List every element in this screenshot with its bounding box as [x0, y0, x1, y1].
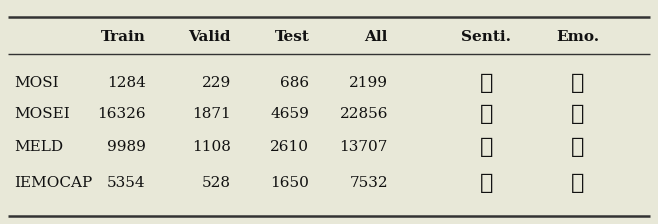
Text: ✓: ✓: [571, 136, 585, 158]
Text: 1108: 1108: [192, 140, 231, 154]
Text: MELD: MELD: [14, 140, 64, 154]
Text: ✓: ✓: [571, 172, 585, 194]
Text: ✗: ✗: [480, 136, 493, 158]
Text: 7532: 7532: [349, 176, 388, 190]
Text: 686: 686: [280, 76, 309, 90]
Text: Test: Test: [274, 30, 309, 44]
Text: 22856: 22856: [340, 107, 388, 121]
Text: 1284: 1284: [107, 76, 145, 90]
Text: ✓: ✓: [480, 72, 493, 94]
Text: All: All: [365, 30, 388, 44]
Text: 2199: 2199: [349, 76, 388, 90]
Text: 1871: 1871: [192, 107, 231, 121]
Text: ✓: ✓: [480, 103, 493, 125]
Text: IEMOCAP: IEMOCAP: [14, 176, 93, 190]
Text: 4659: 4659: [270, 107, 309, 121]
Text: 229: 229: [201, 76, 231, 90]
Text: 2610: 2610: [270, 140, 309, 154]
Text: 5354: 5354: [107, 176, 145, 190]
Text: 528: 528: [202, 176, 231, 190]
Text: 16326: 16326: [97, 107, 145, 121]
Text: ✓: ✓: [571, 103, 585, 125]
Text: MOSEI: MOSEI: [14, 107, 70, 121]
Text: ✗: ✗: [571, 72, 585, 94]
Text: MOSI: MOSI: [14, 76, 59, 90]
Text: Valid: Valid: [188, 30, 231, 44]
Text: Train: Train: [101, 30, 145, 44]
Text: 9989: 9989: [107, 140, 145, 154]
Text: 1650: 1650: [270, 176, 309, 190]
Text: Senti.: Senti.: [461, 30, 511, 44]
Text: 13707: 13707: [340, 140, 388, 154]
Text: Emo.: Emo.: [557, 30, 599, 44]
Text: ✗: ✗: [480, 172, 493, 194]
